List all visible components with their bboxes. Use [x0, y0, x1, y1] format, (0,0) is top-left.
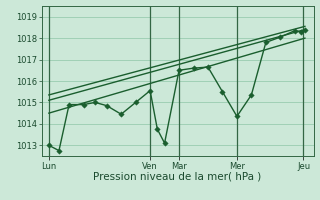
X-axis label: Pression niveau de la mer( hPa ): Pression niveau de la mer( hPa )	[93, 172, 262, 182]
